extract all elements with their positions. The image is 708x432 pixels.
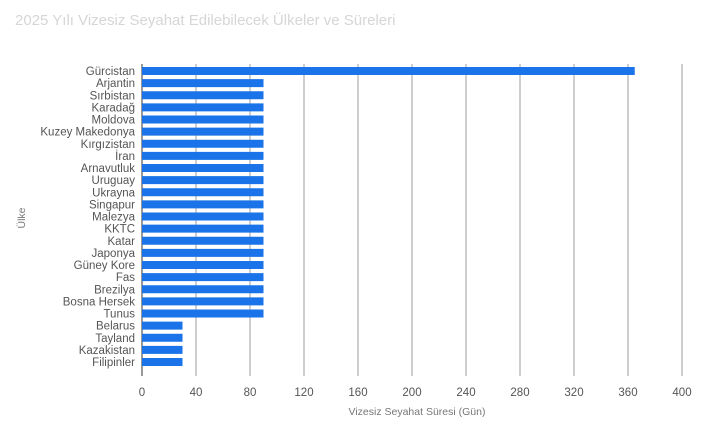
bar <box>142 127 264 136</box>
bar <box>142 358 183 366</box>
category-label: Gürcistan <box>86 66 135 78</box>
bar <box>142 176 264 185</box>
bar <box>142 285 264 294</box>
category-label: Kırgızistan <box>81 139 135 151</box>
category-label: Moldova <box>92 115 136 127</box>
bar <box>142 297 264 306</box>
x-tick-label: 80 <box>244 387 257 399</box>
category-label: Güney Kore <box>74 260 135 272</box>
bar <box>142 309 264 318</box>
category-label: Sırbistan <box>90 90 135 102</box>
category-label: Karadağ <box>92 102 135 114</box>
x-tick-label: 120 <box>294 387 313 399</box>
x-tick-label: 280 <box>510 387 529 399</box>
bar <box>142 333 183 342</box>
bar <box>142 224 264 233</box>
category-label: Belarus <box>96 321 135 333</box>
category-label: Tayland <box>95 333 135 345</box>
x-tick-label: 160 <box>348 387 367 399</box>
category-label: Katar <box>108 236 136 248</box>
category-label: Uruguay <box>92 175 136 187</box>
bar <box>142 115 264 124</box>
category-label: Brezilya <box>94 284 136 296</box>
bar <box>142 79 264 88</box>
bar <box>142 273 264 282</box>
bar <box>142 91 264 100</box>
category-label: Kuzey Makedonya <box>40 127 135 139</box>
category-label: Filipinler <box>92 357 135 369</box>
x-axis-label: Vizesiz Seyahat Süresi (Gün) <box>349 406 486 418</box>
bar <box>142 103 264 112</box>
bar <box>142 261 264 269</box>
x-tick-label: 200 <box>402 387 421 399</box>
category-label: Arnavutluk <box>81 163 136 175</box>
category-label: Bosna Hersek <box>63 296 135 308</box>
x-tick-label: 360 <box>618 387 637 399</box>
bar <box>142 151 264 160</box>
y-axis-label: Ülke <box>16 207 28 228</box>
bar <box>142 139 264 148</box>
category-label: Malezya <box>92 212 135 224</box>
x-tick-label: 0 <box>139 387 145 399</box>
x-tick-label: 320 <box>564 387 583 399</box>
bar <box>142 212 264 221</box>
x-tick-label: 40 <box>190 387 203 399</box>
x-tick-label: 400 <box>672 387 691 399</box>
category-label: Fas <box>116 272 135 284</box>
category-label: Japonya <box>92 248 136 260</box>
bar <box>142 248 264 257</box>
x-tick-label: 240 <box>456 387 475 399</box>
bar <box>142 200 264 209</box>
bar <box>142 345 183 354</box>
bar <box>142 164 264 172</box>
bar <box>142 67 635 75</box>
category-label: Singapur <box>89 199 135 211</box>
category-label: Kazakistan <box>79 345 135 357</box>
bar <box>142 236 264 245</box>
category-label: İran <box>115 150 135 163</box>
category-label: Tunus <box>103 309 135 321</box>
category-label: Arjantin <box>96 78 135 90</box>
category-label: Ukrayna <box>92 187 135 199</box>
bar <box>142 188 264 197</box>
chart-title: 2025 Yılı Vizesiz Seyahat Edilebilecek Ü… <box>15 12 396 29</box>
bar <box>142 321 183 330</box>
category-label: KKTC <box>104 224 135 236</box>
